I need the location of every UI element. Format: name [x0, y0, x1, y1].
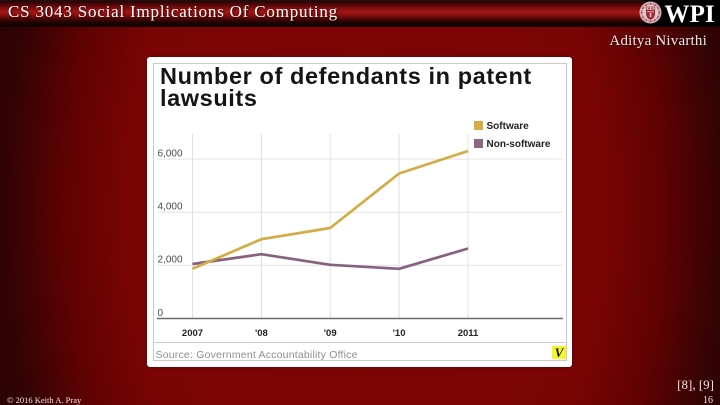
svg-text:'08: '08	[255, 328, 268, 339]
svg-text:4,000: 4,000	[158, 202, 183, 213]
svg-text:6,000: 6,000	[158, 149, 183, 160]
svg-text:0: 0	[158, 308, 164, 319]
svg-text:2011: 2011	[458, 328, 479, 339]
svg-text:'10: '10	[393, 328, 406, 339]
svg-text:'09: '09	[324, 328, 337, 339]
svg-text:2007: 2007	[182, 328, 203, 339]
svg-text:2,000: 2,000	[158, 255, 183, 266]
